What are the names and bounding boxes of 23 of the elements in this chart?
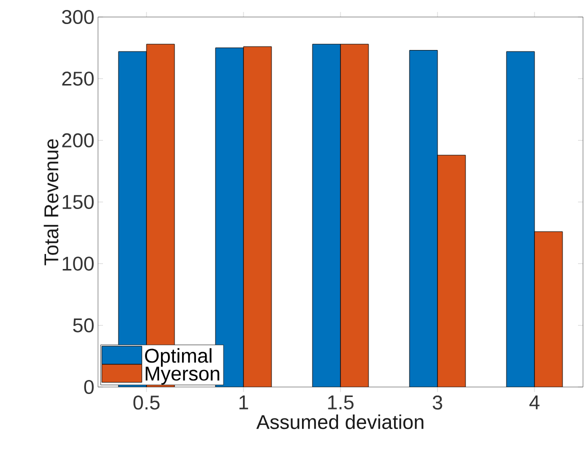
y-tick-label: 100 xyxy=(62,256,94,271)
y-tick-label: 300 xyxy=(62,10,94,24)
bar xyxy=(437,154,466,387)
y-tick-label: 150 xyxy=(62,194,94,210)
x-tick-label: 0.5 xyxy=(133,396,160,410)
y-tick-label: 200 xyxy=(62,133,94,148)
bar xyxy=(243,46,272,387)
bar xyxy=(506,51,535,387)
x-tick-label: 1 xyxy=(239,396,248,410)
legend-label: Myerson xyxy=(146,366,220,385)
x-axis-title: Assumed deviation xyxy=(256,414,424,430)
bar xyxy=(409,50,438,387)
legend-label: Optimal xyxy=(145,348,212,367)
bar xyxy=(312,44,341,387)
x-tick-label: 4 xyxy=(529,396,540,410)
bar xyxy=(340,44,369,387)
x-tick-label: 1.5 xyxy=(328,396,354,410)
x-tick-label: 3 xyxy=(432,396,442,410)
y-axis-title: Total Revenue xyxy=(44,139,58,266)
bar xyxy=(534,231,563,387)
y-tick-label: 0 xyxy=(84,380,94,394)
y-tick-label: 250 xyxy=(62,72,94,86)
y-tick-label: 50 xyxy=(73,318,94,332)
